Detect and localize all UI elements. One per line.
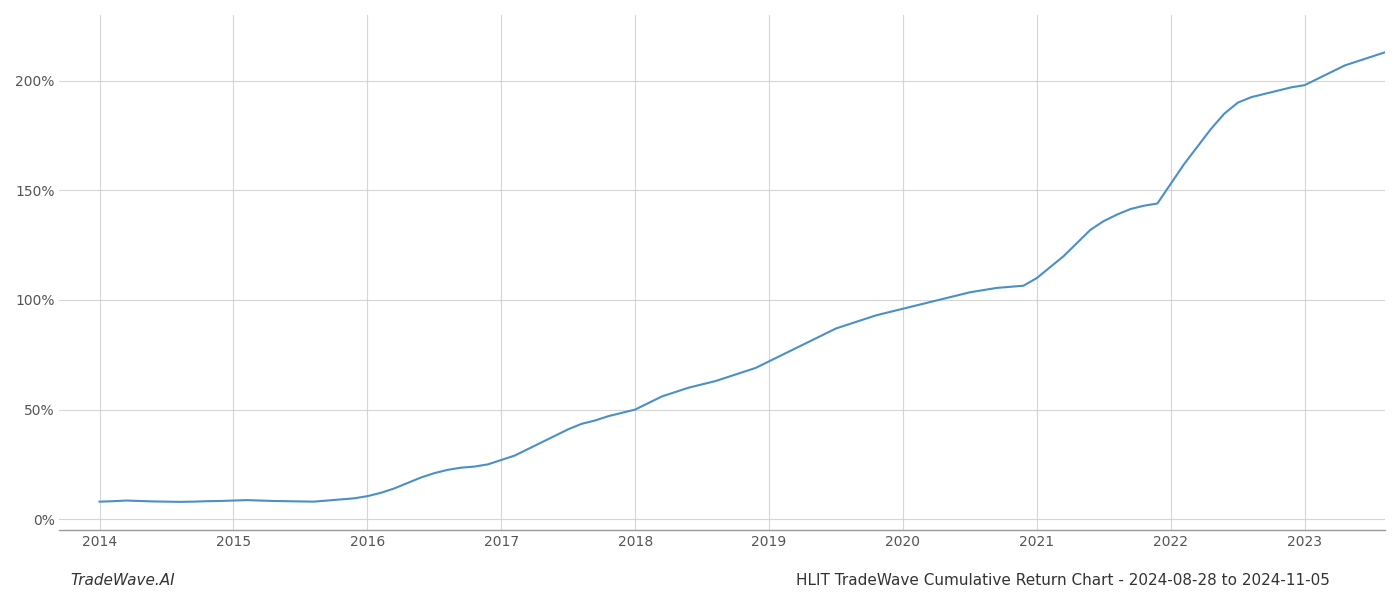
Text: TradeWave.AI: TradeWave.AI (70, 573, 175, 588)
Text: HLIT TradeWave Cumulative Return Chart - 2024-08-28 to 2024-11-05: HLIT TradeWave Cumulative Return Chart -… (797, 573, 1330, 588)
